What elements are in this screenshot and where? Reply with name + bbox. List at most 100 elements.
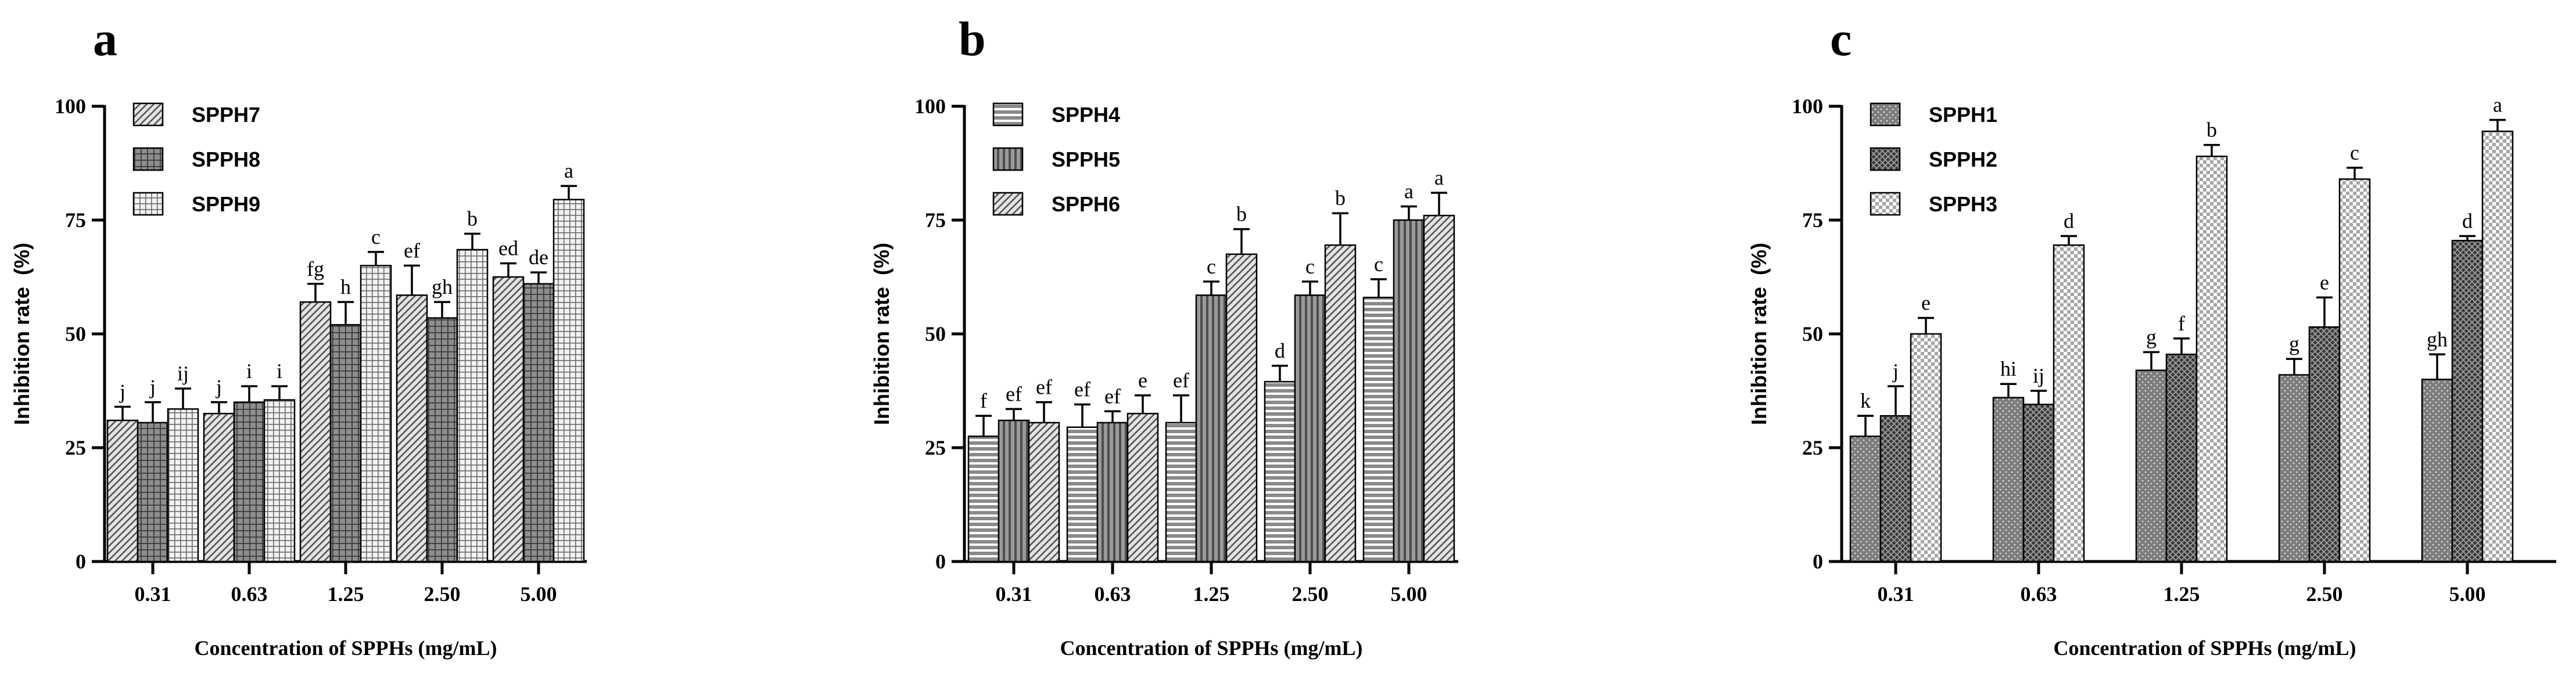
bar-spph2-0.31: [1879, 415, 1912, 563]
significance-letter: i: [277, 359, 282, 383]
significance-letter: ef: [404, 239, 420, 262]
significance-letter: b: [1236, 203, 1247, 226]
x-tick-label: 0.31: [135, 582, 171, 606]
y-tick-label: 0: [935, 550, 946, 573]
bar-spph9-0.63: [263, 399, 296, 563]
significance-letter: f: [2178, 312, 2185, 335]
significance-letter: a: [2493, 93, 2502, 117]
legend-swatch: [132, 147, 164, 171]
bar-spph2-1.25: [2165, 354, 2198, 563]
significance-letter: j: [119, 380, 125, 403]
significance-letter: g: [2289, 332, 2299, 355]
x-tick-label: 0.63: [231, 582, 268, 606]
significance-letter: j: [215, 376, 222, 399]
y-tick-label: 75: [1802, 208, 1823, 232]
bar-spph4-2.50: [1264, 381, 1296, 563]
y-tick-label: 50: [1802, 322, 1823, 346]
y-tick-label: 50: [925, 322, 946, 346]
significance-letter: h: [340, 275, 351, 298]
significance-letter: c: [2350, 141, 2359, 164]
significance-letter: ij: [2033, 364, 2044, 387]
bar-spph9-1.25: [360, 265, 392, 563]
y-tick-label: 25: [925, 436, 946, 459]
bar-spph6-2.50: [1324, 244, 1357, 563]
bar-spph3-2.50: [2338, 178, 2371, 563]
x-tick-label: 1.25: [328, 582, 364, 606]
x-tick-label: 5.00: [1391, 582, 1427, 606]
y-tick-label: 75: [65, 208, 86, 232]
legend-swatch: [1870, 147, 1901, 171]
significance-letter: gh: [2427, 327, 2448, 351]
significance-letter: ef: [1104, 384, 1121, 408]
significance-letter: d: [2064, 209, 2074, 232]
significance-letter: a: [1434, 166, 1444, 189]
y-tick-label: 0: [76, 550, 86, 573]
bar-spph7-5.00: [492, 276, 525, 563]
y-axis-label: Inhibition rate (%): [870, 243, 894, 425]
panel-label: b: [959, 12, 986, 66]
bar-spph6-0.63: [1126, 412, 1159, 563]
significance-letter: de: [529, 246, 548, 269]
bar-spph5-0.31: [998, 419, 1030, 563]
significance-letter: d: [2462, 209, 2473, 232]
panel-label: a: [93, 12, 117, 66]
x-tick-label: 2.50: [1292, 582, 1329, 606]
x-tick-label: 1.25: [2164, 582, 2200, 606]
bar-spph1-2.50: [2278, 374, 2310, 563]
legend-label: SPPH1: [1929, 103, 1997, 127]
bar-spph2-5.00: [2451, 240, 2484, 563]
bar-spph5-2.50: [1294, 294, 1326, 563]
significance-letter: k: [1860, 389, 1871, 412]
y-tick-label: 0: [1813, 550, 1823, 573]
significance-letter: ed: [498, 236, 518, 260]
significance-letter: g: [2146, 325, 2157, 348]
chart-panel-c: c 0 25 50 75 100 Inhibition rate (%) 0.31 kj e 0.6…: [1747, 12, 2556, 660]
significance-letter: d: [1275, 339, 1285, 362]
x-tick-label: 2.50: [2306, 582, 2343, 606]
significance-letter: ij: [177, 362, 189, 385]
legend-label: SPPH2: [1929, 147, 1997, 171]
significance-letter: c: [1305, 255, 1315, 278]
bar-spph6-5.00: [1423, 214, 1455, 563]
significance-letter: hi: [2000, 357, 2017, 380]
x-tick-label: 0.31: [1878, 582, 1914, 606]
significance-letter: b: [2207, 118, 2217, 142]
y-axis-label: Inhibition rate (%): [1747, 243, 1771, 425]
bar-spph1-5.00: [2421, 379, 2453, 563]
bar-spph8-0.31: [137, 422, 169, 563]
x-tick-label: 0.31: [996, 582, 1032, 606]
significance-letter: e: [1138, 369, 1147, 392]
y-tick-label: 25: [65, 436, 86, 459]
y-tick-label: 100: [914, 95, 946, 118]
legend-swatch: [992, 192, 1024, 216]
x-tick-label: 0.63: [2021, 582, 2057, 606]
x-tick-label: 5.00: [521, 582, 557, 606]
bar-spph3-5.00: [2481, 130, 2514, 563]
significance-letter: e: [2320, 271, 2329, 294]
legend-swatch: [992, 147, 1024, 171]
bar-spph9-5.00: [552, 199, 585, 563]
legend-label: SPPH4: [1052, 103, 1120, 127]
x-axis-label: Concentration of SPPHs (mg/mL): [195, 636, 497, 660]
x-tick-label: 5.00: [2449, 582, 2486, 606]
bar-spph3-0.31: [1910, 333, 1942, 563]
bar-spph8-0.63: [233, 401, 266, 563]
bar-spph4-0.63: [1066, 426, 1099, 563]
legend-label: SPPH7: [192, 103, 260, 127]
legend-label: SPPH5: [1052, 147, 1120, 171]
bar-spph7-0.31: [106, 419, 139, 563]
bar-spph8-5.00: [522, 283, 555, 563]
legend-swatch: [992, 102, 1024, 127]
significance-letter: ef: [1036, 376, 1052, 399]
bar-spph5-5.00: [1393, 219, 1425, 563]
bar-spph5-0.63: [1096, 422, 1129, 563]
bar-spph5-1.25: [1195, 294, 1228, 563]
y-tick-label: 25: [1802, 436, 1823, 459]
significance-letter: i: [246, 359, 252, 383]
y-tick-label: 50: [65, 322, 86, 346]
bar-spph4-1.25: [1165, 422, 1197, 563]
bar-spph4-5.00: [1362, 297, 1395, 563]
significance-letter: fg: [307, 257, 324, 280]
significance-letter: c: [1374, 253, 1383, 276]
